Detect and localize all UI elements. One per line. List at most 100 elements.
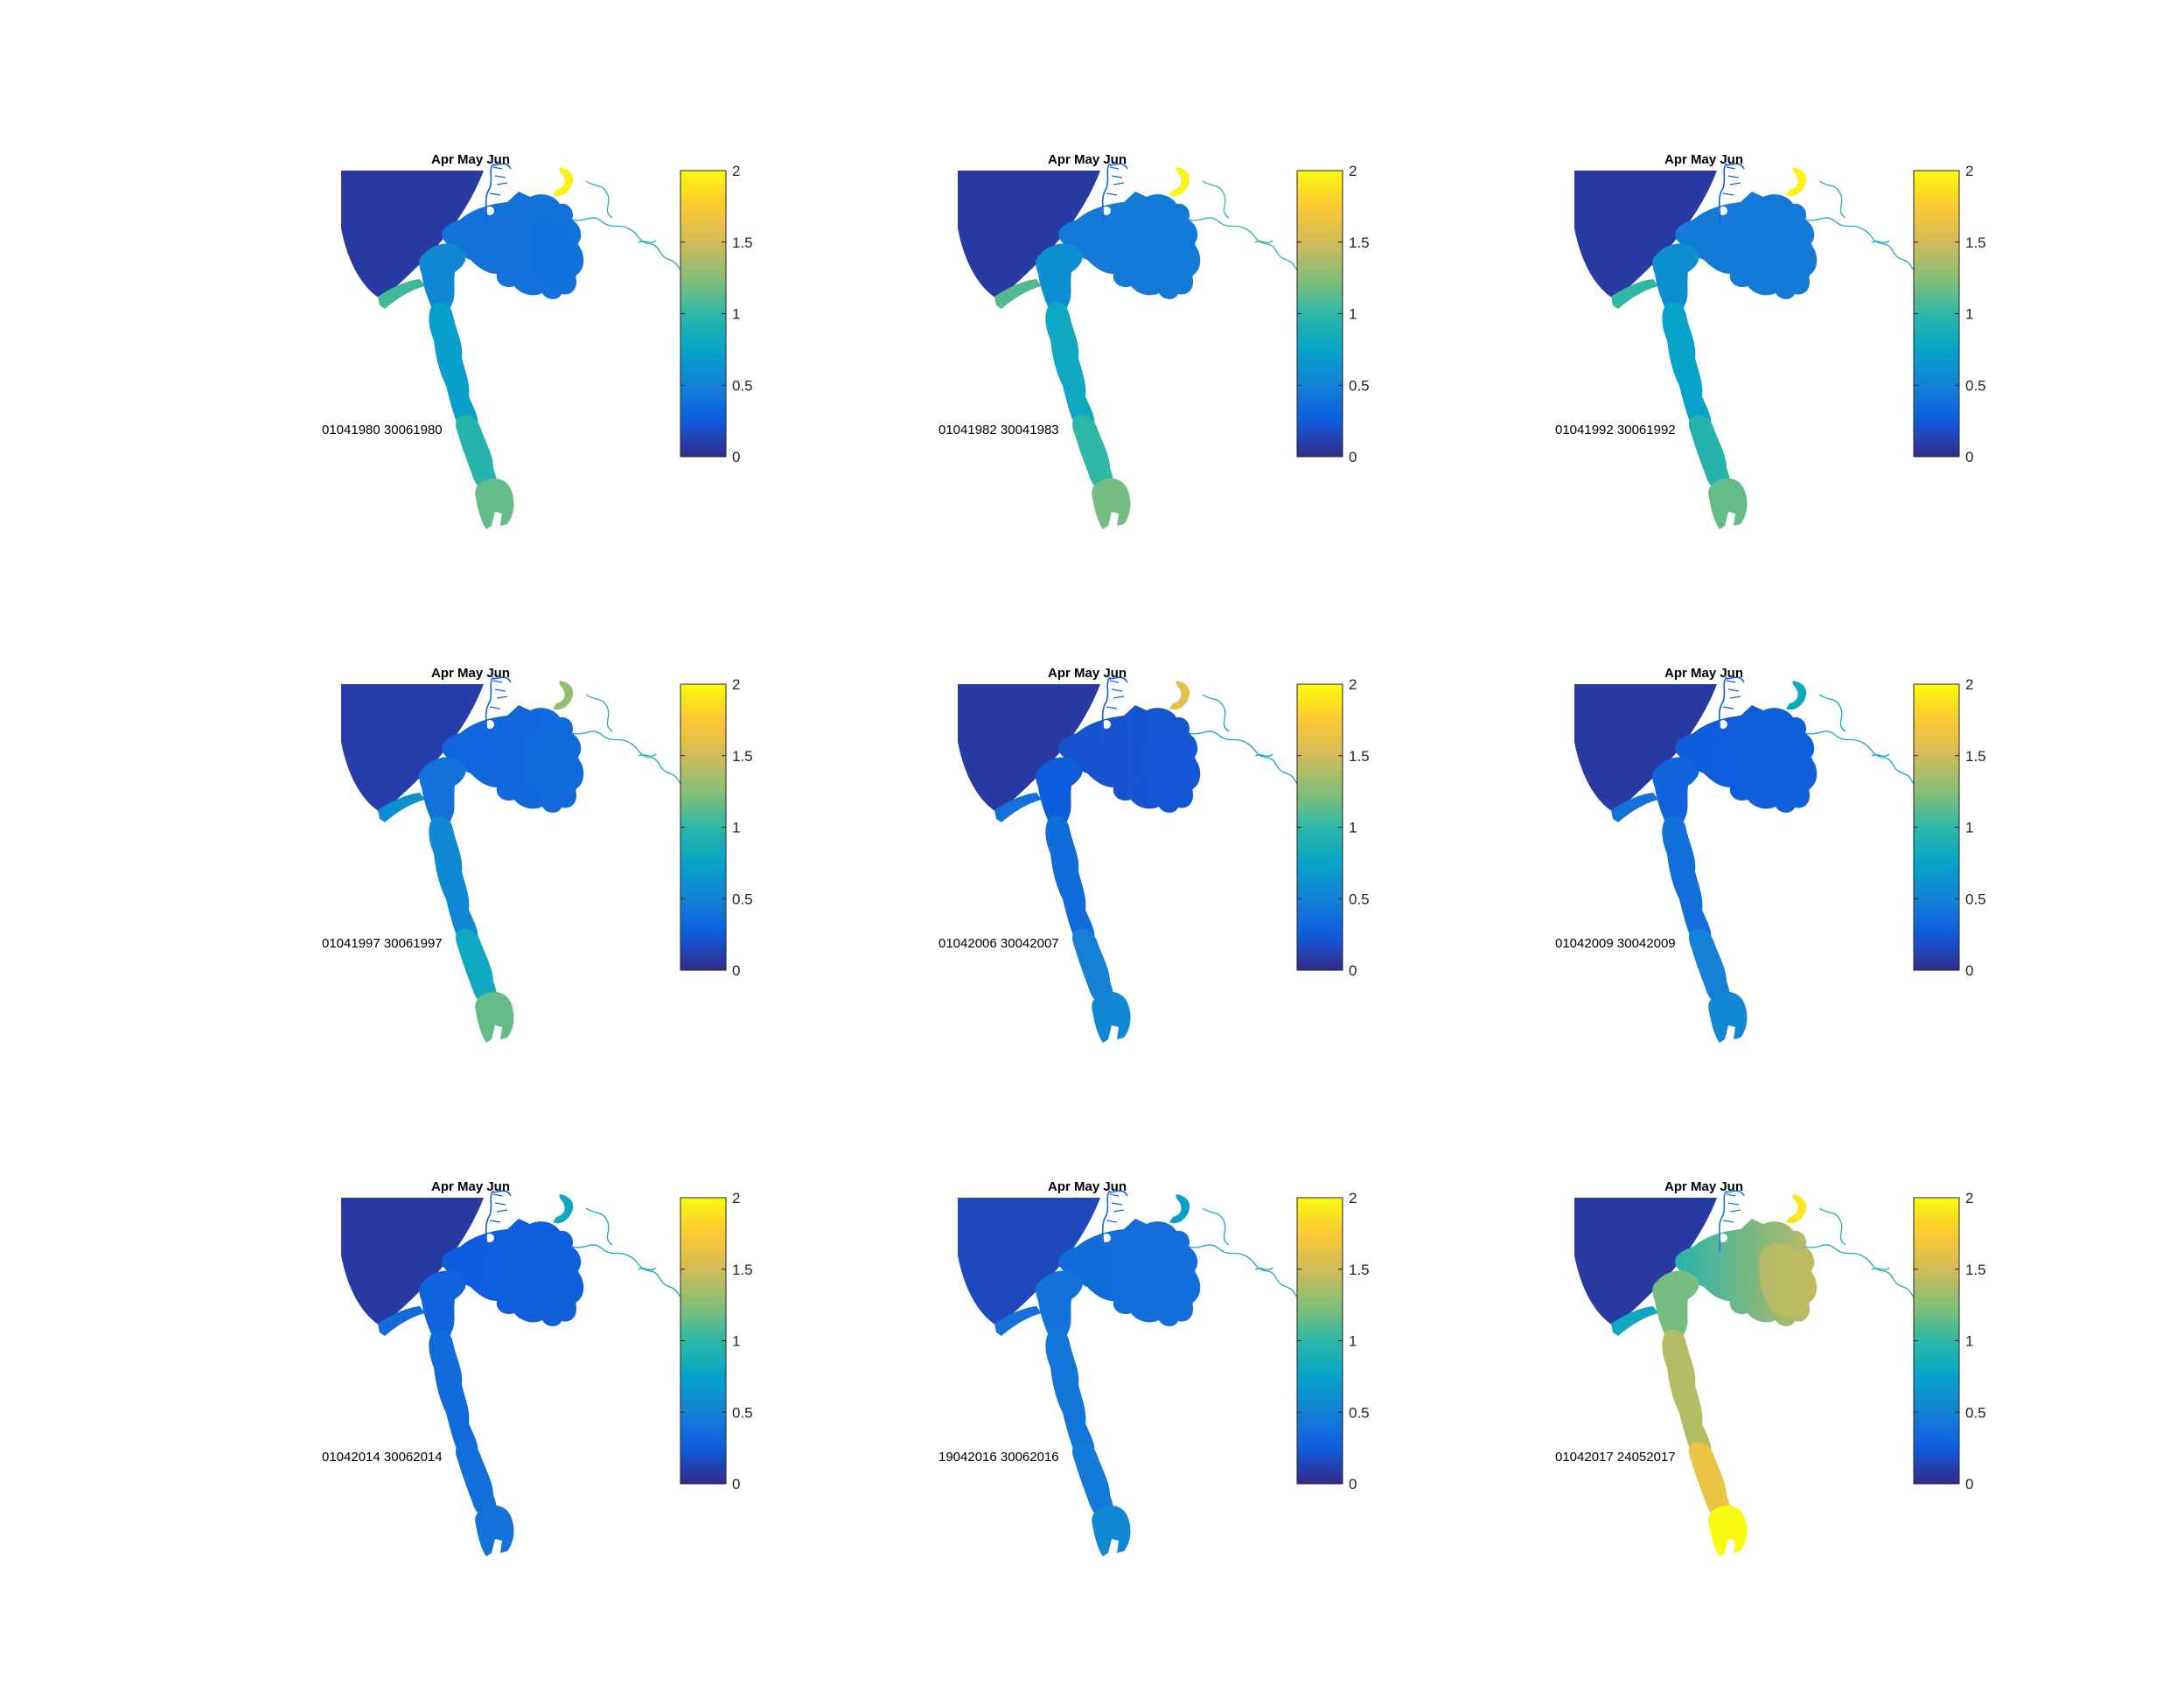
map-panel-7: Apr May Jun 01042014 30062014 0 0.5 1 1.5 2	[322, 1179, 753, 1556]
island-region	[1786, 1194, 1807, 1224]
colorbar-tick-label: 1.5	[1349, 234, 1370, 251]
channel-north	[1036, 757, 1083, 829]
colorbar-tick-label: 0.5	[732, 1404, 753, 1421]
sea-region	[958, 171, 1100, 299]
sea-region	[341, 1198, 484, 1326]
lake-island-hole	[1102, 1234, 1111, 1242]
date-range-label: 01041982 30041983	[938, 423, 1059, 437]
panel-title: Apr May Jun	[1664, 1179, 1743, 1194]
colorbar: 0 0.5 1 1.5 2	[1296, 676, 1370, 979]
colorbar-tick-label: 1.5	[732, 234, 753, 251]
colorbar-tick-label: 0.5	[1965, 377, 1986, 394]
river-north-branches	[1722, 680, 1741, 710]
island-region	[553, 681, 574, 710]
map-panel-2: Apr May Jun 01041982 30041983 0 0.5 1 1.5 2	[938, 152, 1370, 529]
date-range-label: 01041980 30061980	[322, 423, 443, 437]
river-north-branches	[1722, 166, 1741, 196]
panel-title: Apr May Jun	[1664, 666, 1743, 681]
colorbar-tick-label: 2	[1965, 163, 1973, 179]
channel-tip	[1092, 1505, 1131, 1556]
channel-north	[1036, 243, 1083, 316]
channel-middle	[1662, 302, 1712, 434]
channel-south	[456, 1442, 497, 1520]
colorbar-scale	[1913, 683, 1960, 971]
date-range-label: 01041992 30061992	[1555, 423, 1676, 437]
colorbar-tick-label: 0.5	[1349, 1404, 1370, 1421]
colorbar: 0 0.5 1 1.5 2	[1296, 1190, 1370, 1493]
colorbar: 0 0.5 1 1.5 2	[680, 676, 753, 979]
lake-east-region	[1141, 1242, 1198, 1318]
channel-middle	[429, 302, 478, 434]
map-panel-3: Apr May Jun 01041992 30061992 0 0.5 1 1.5 2	[1555, 152, 1986, 529]
river-north-branches	[1106, 1193, 1125, 1223]
channel-north	[1652, 1270, 1699, 1343]
channel-middle	[429, 1329, 478, 1461]
river-north	[1101, 676, 1128, 739]
colorbar-tick-label: 0.5	[732, 377, 753, 394]
channel-south	[1072, 1442, 1113, 1520]
colorbar-scale	[1296, 683, 1343, 971]
river-north	[1718, 163, 1745, 226]
colorbar-tick-label: 2	[1349, 163, 1357, 179]
colorbar: 0 0.5 1 1.5 2	[1913, 1190, 1986, 1493]
channel-north	[1036, 1270, 1083, 1343]
lake-east-region	[525, 1242, 582, 1318]
lake-island-hole	[1102, 720, 1111, 729]
channel-south	[1072, 415, 1113, 493]
outlet-channel	[378, 279, 425, 309]
date-range-label: 01042017 24052017	[1555, 1450, 1676, 1465]
lake-east-region	[1141, 215, 1198, 291]
map-panel-4: Apr May Jun 01041997 30061997 0 0.5 1 1.5 2	[322, 666, 753, 1043]
colorbar-tick-label: 1.5	[1349, 1262, 1370, 1278]
island-region	[1786, 681, 1807, 710]
colorbar-tick-label: 2	[732, 676, 740, 693]
channel-south	[1689, 928, 1730, 1006]
island-region	[553, 1194, 574, 1224]
date-range-label: 01042014 30062014	[322, 1450, 443, 1465]
colorbar-tick-label: 2	[732, 163, 740, 179]
colorbar-tick-label: 1.5	[732, 748, 753, 765]
river-north-branches	[1106, 680, 1125, 710]
sea-region	[1574, 1198, 1717, 1326]
colorbar-scale	[1913, 1197, 1960, 1485]
colorbar-scale	[1296, 170, 1343, 458]
outlet-channel	[378, 1306, 425, 1336]
island-region	[1786, 167, 1807, 197]
channel-middle	[1662, 1329, 1712, 1461]
colorbar: 0 0.5 1 1.5 2	[680, 1190, 753, 1493]
channel-north	[419, 757, 466, 829]
colorbar: 0 0.5 1 1.5 2	[1913, 163, 1986, 465]
colorbar-tick-label: 1	[732, 306, 740, 323]
lake-island-hole	[1102, 206, 1111, 215]
river-north	[1718, 676, 1745, 739]
colorbar-scale	[1296, 1197, 1343, 1485]
colorbar-tick-label: 1	[1965, 306, 1973, 323]
colorbar-tick-label: 0	[1965, 449, 1973, 465]
sea-region	[1574, 171, 1717, 299]
channel-south	[1689, 415, 1730, 493]
colorbar-tick-label: 1	[1349, 820, 1357, 836]
colorbar: 0 0.5 1 1.5 2	[1296, 163, 1370, 465]
colorbar-tick-label: 1.5	[1349, 748, 1370, 765]
lake-east-region	[1758, 1242, 1815, 1318]
channel-tip	[475, 991, 514, 1043]
island-region	[1169, 167, 1190, 197]
lake-island-hole	[1719, 720, 1727, 729]
lake-east-region	[1141, 729, 1198, 805]
colorbar-tick-label: 0	[732, 962, 740, 979]
sea-region	[958, 1198, 1100, 1326]
outlet-channel	[994, 1306, 1042, 1336]
colorbar-tick-label: 0	[732, 1476, 740, 1493]
sea-region	[341, 684, 484, 813]
colorbar-tick-label: 1.5	[1965, 748, 1986, 765]
colorbar: 0 0.5 1 1.5 2	[680, 163, 753, 465]
date-range-label: 19042016 30062016	[938, 1450, 1059, 1465]
colorbar-tick-label: 0.5	[1349, 377, 1370, 394]
river-north	[1101, 163, 1128, 226]
colorbar-tick-label: 1	[1349, 306, 1357, 323]
island-region	[553, 167, 574, 197]
colorbar-tick-label: 0.5	[1965, 1404, 1986, 1421]
channel-tip	[1708, 1505, 1748, 1556]
colorbar-scale	[680, 683, 727, 971]
